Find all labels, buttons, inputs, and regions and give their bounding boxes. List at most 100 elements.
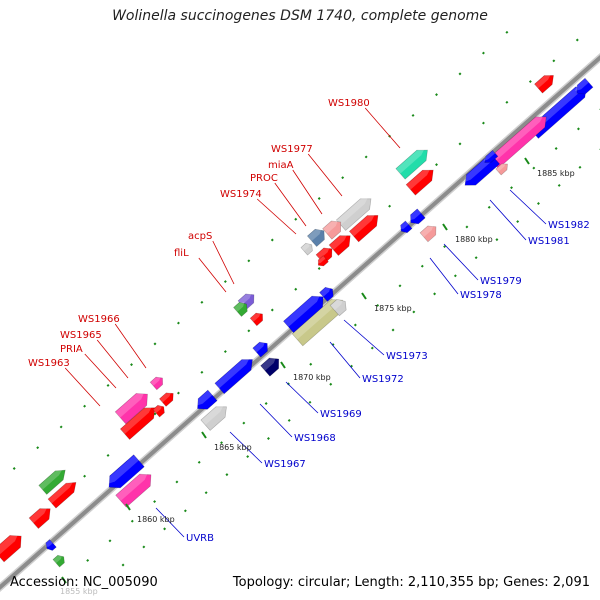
gene-label: WS1967 [264,459,306,470]
gene-arrow [252,341,268,358]
gene-label: WS1969 [320,409,362,420]
gene-arrow [45,539,57,551]
label-connector [212,240,235,285]
scale-tick [576,127,580,131]
scale-tick [142,545,146,549]
scale-tick [200,370,204,374]
map-title: Wolinella succinogenes DSM 1740, complet… [112,8,488,24]
scale-tick [200,300,204,304]
label-callouts: WS1980 WS1977 miaA PROC WS1974 acpS fliL WS1966… [28,98,590,544]
gene-arrow [495,162,508,176]
scale-tick [12,467,16,470]
scale-tick [83,404,87,408]
gene-label: WS1978 [460,290,502,301]
label-connector [198,257,227,293]
label-connector [292,169,323,215]
scale-tick [370,346,374,350]
label-connector [274,182,307,227]
scale-tick [398,284,402,288]
gene-label: WS1977 [271,144,313,155]
position-label: 1870 kbp [293,373,331,382]
scale-tick [220,441,223,445]
gene-label: WS1965 [60,330,102,341]
scale-tick [341,176,345,180]
scale-tick [516,220,520,224]
scale-tick [532,166,536,170]
scale-tick [176,321,180,325]
position-tick [361,292,367,300]
scale-tick [270,308,274,312]
label-connector [84,353,117,389]
scale-tick [317,267,321,270]
position-label: 1885 kbp [537,169,575,178]
position-label: 1880 kbp [455,235,493,244]
scale-tick [294,287,298,291]
position-tick [125,503,131,511]
accession-label: Accession: NC_005090 [10,575,158,590]
scale-tick [183,509,187,513]
gene-arrow [149,376,163,391]
label-connector [429,257,459,295]
label-connector [364,107,401,149]
label-connector [64,367,101,407]
scale-tick [411,113,415,117]
gene-features [0,73,594,568]
gene-arrow [328,233,351,256]
scale-tick [458,72,462,76]
gene-arrow [233,301,248,317]
gene-label: WS1972 [362,374,404,385]
position-label: 1860 kbp [137,515,175,524]
scale-tick [443,245,447,249]
scale-tick [308,400,312,404]
gene-arrow [405,167,434,196]
scale-tick [264,402,268,405]
scale-tick [458,142,462,146]
scale-tick [204,491,208,495]
scale-tick [329,382,333,386]
scale-tick [176,391,180,395]
label-connector [509,189,547,225]
scale-tick [364,155,368,159]
scale-tick [197,460,201,464]
gene-arrow [114,391,148,425]
gene-arrow [52,554,65,568]
gene-arrow [395,147,428,180]
scale-tick [287,418,291,422]
gene-arrow [47,480,77,509]
scale-tick [435,163,438,167]
scale-tick [153,500,157,504]
gene-arrow [483,149,499,163]
label-connector [229,431,263,464]
scale-tick [412,310,416,314]
gene-arrow [28,506,51,529]
scale-tick [433,292,437,296]
scale-tick [536,202,540,205]
scale-tick [495,238,499,242]
scale-tick [487,205,491,209]
scale-tick [528,80,532,84]
gene-label: UVRB [186,533,214,544]
scale-tick [36,446,40,450]
scale-tick [353,323,357,327]
label-connector [329,341,361,379]
scale-tick [552,59,556,63]
gene-arrow [316,255,329,267]
scale-tick [317,197,321,200]
scale-tick [106,453,110,457]
scale-tick [242,421,246,425]
gene-arrow [0,533,22,563]
scale-tick [505,100,509,104]
scale-tick [130,363,133,367]
scale-tick [153,412,157,416]
scale-tick [163,527,167,531]
scale-tick [59,425,63,429]
scale-tick [270,238,274,242]
gene-arrow [348,212,379,243]
gene-arrow [106,454,145,489]
scale-tick [175,480,179,484]
position-label: 1855 kbp [60,587,98,596]
gene-label: WS1981 [528,236,570,247]
topology-summary: Topology: circular; Length: 2,110,355 bp… [232,575,590,590]
gene-arrow [300,242,313,256]
gene-label: WS1979 [480,276,522,287]
